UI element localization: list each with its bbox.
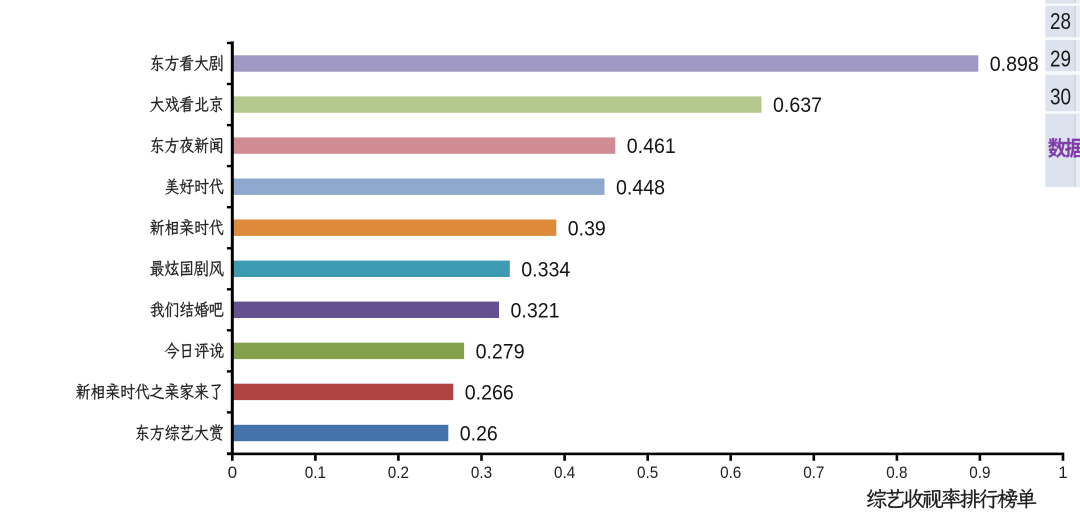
svg-text:0.266: 0.266 xyxy=(465,381,514,405)
svg-text:1: 1 xyxy=(1058,463,1067,482)
svg-text:0.3: 0.3 xyxy=(471,463,492,482)
svg-text:29: 29 xyxy=(1050,45,1071,71)
svg-text:0.5: 0.5 xyxy=(637,463,658,482)
svg-text:0.461: 0.461 xyxy=(627,134,676,158)
svg-text:30: 30 xyxy=(1050,84,1071,110)
svg-text:0.2: 0.2 xyxy=(388,463,409,482)
svg-text:0.1: 0.1 xyxy=(305,463,326,482)
svg-text:0.26: 0.26 xyxy=(460,422,498,446)
svg-text:0.279: 0.279 xyxy=(476,340,525,364)
svg-text:0.637: 0.637 xyxy=(773,93,822,117)
svg-text:0.334: 0.334 xyxy=(521,257,570,281)
svg-text:0.7: 0.7 xyxy=(803,463,824,482)
svg-text:0.898: 0.898 xyxy=(990,52,1039,76)
svg-text:0.448: 0.448 xyxy=(616,175,665,199)
svg-text:0.4: 0.4 xyxy=(554,463,575,482)
svg-text:0.6: 0.6 xyxy=(720,463,741,482)
svg-text:0.39: 0.39 xyxy=(568,216,606,240)
svg-text:0.9: 0.9 xyxy=(969,463,990,482)
svg-text:0: 0 xyxy=(228,463,237,482)
svg-text:0.321: 0.321 xyxy=(511,298,560,322)
svg-text:0.8: 0.8 xyxy=(886,463,907,482)
svg-text:28: 28 xyxy=(1050,8,1071,34)
